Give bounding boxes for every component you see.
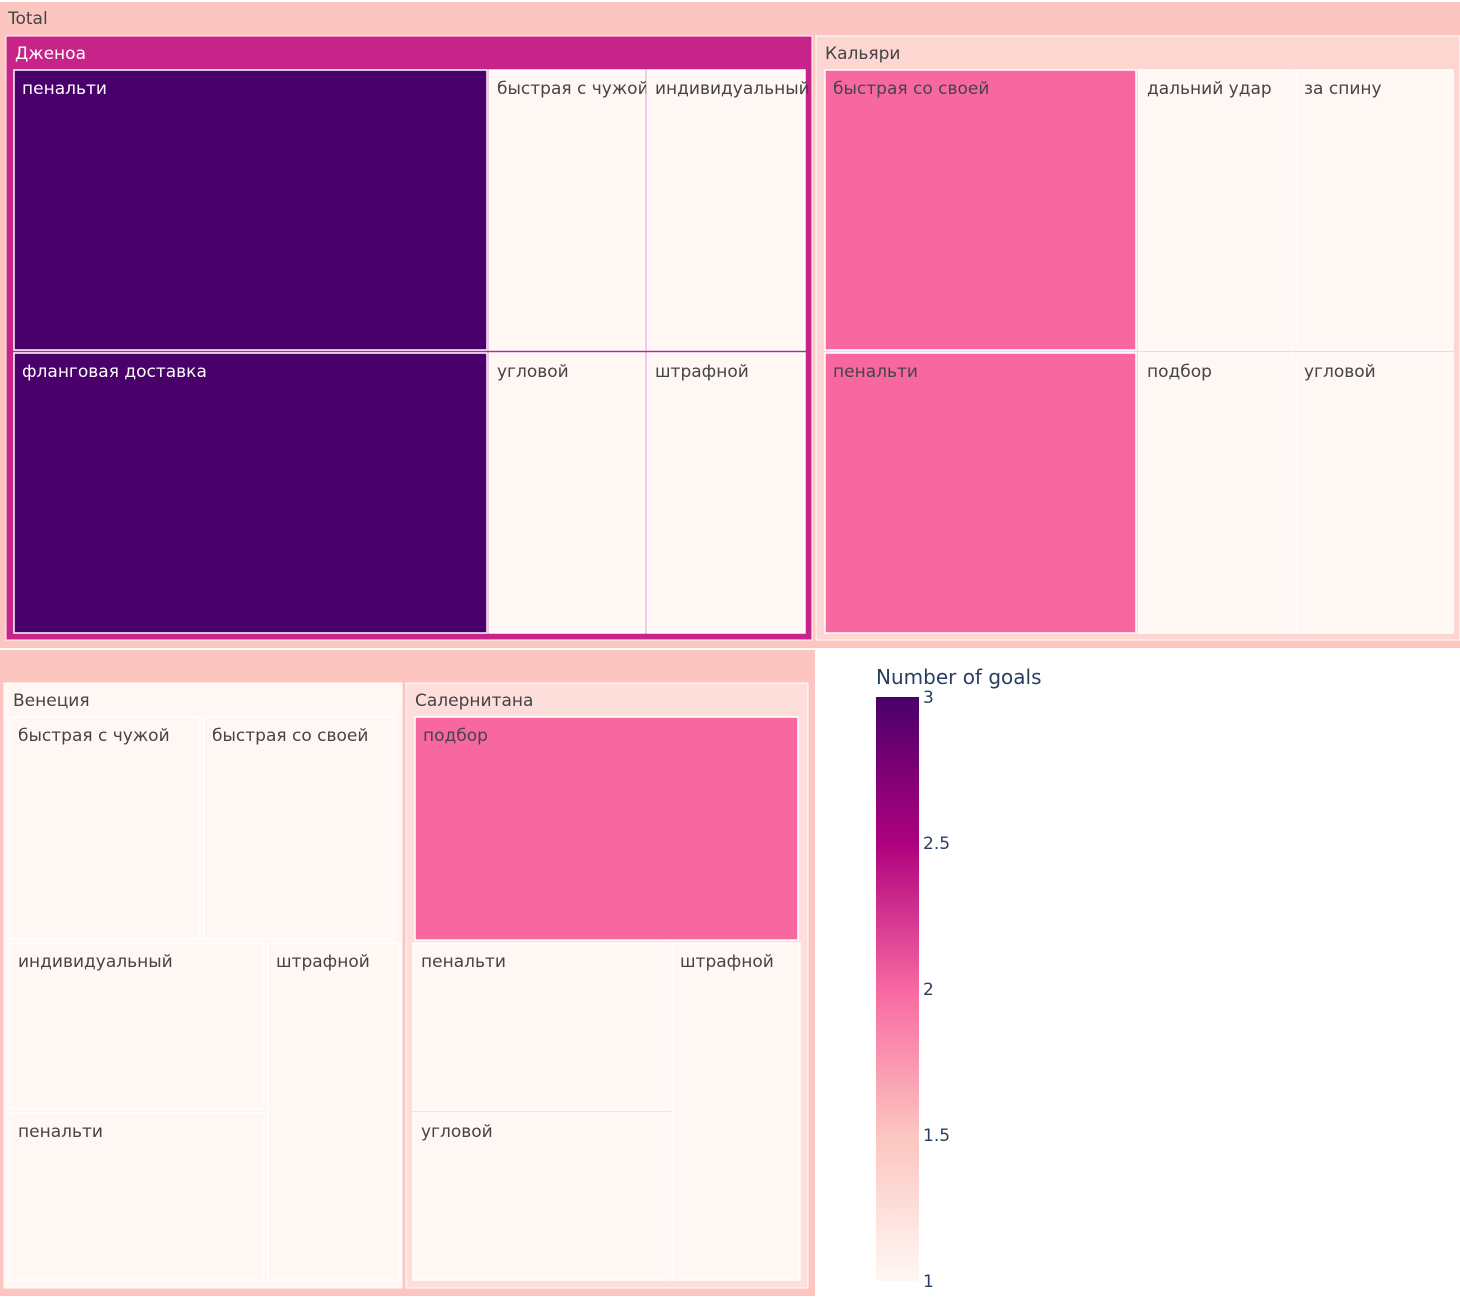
leaf-label: угловой <box>497 362 569 382</box>
treemap-leaf[interactable] <box>13 69 488 351</box>
leaf-label: штрафной <box>680 952 774 972</box>
treemap-leaf[interactable] <box>1138 69 1295 351</box>
leaf-label: фланговая доставка <box>22 362 207 382</box>
treemap-leaf[interactable] <box>646 352 806 634</box>
treemap-leaf[interactable] <box>488 69 646 351</box>
treemap-leaf[interactable] <box>646 69 806 351</box>
treemap-leaf[interactable] <box>9 716 201 940</box>
treemap-leaf[interactable] <box>203 716 395 940</box>
leaf-label: подбор <box>1147 362 1212 382</box>
colorbar-tick: 1.5 <box>923 1126 950 1146</box>
colorbar-tick: 3 <box>923 688 934 708</box>
treemap-leaf[interactable] <box>1295 69 1454 351</box>
leaf-label: угловой <box>1304 362 1376 382</box>
treemap-leaf[interactable] <box>267 942 401 1281</box>
group-label: Венеция <box>13 691 90 711</box>
leaf-label: штрафной <box>655 362 749 382</box>
treemap-leaf[interactable] <box>1295 352 1454 634</box>
leaf-label: за спину <box>1304 79 1382 99</box>
colorbar-tick: 2 <box>923 980 934 1000</box>
treemap-leaf[interactable] <box>9 1112 265 1281</box>
leaf-label: угловой <box>421 1122 493 1142</box>
colorbar-tick: 2.5 <box>923 834 950 854</box>
leaf-label: штрафной <box>276 952 370 972</box>
leaf-label: подбор <box>423 726 488 746</box>
leaf-label: дальний удар <box>1147 79 1272 99</box>
group-label: Кальяри <box>825 44 900 64</box>
treemap-leaf[interactable] <box>9 942 265 1110</box>
treemap-leaf[interactable] <box>1138 352 1295 634</box>
leaf-label: быстрая с чужой <box>497 79 649 99</box>
treemap-leaf[interactable] <box>412 1112 671 1281</box>
root-label: Total <box>7 9 48 29</box>
treemap-leaf[interactable] <box>412 942 671 1111</box>
leaf-label: пенальти <box>18 1122 103 1142</box>
treemap-leaf[interactable] <box>824 352 1137 634</box>
leaf-label: индивидуальный <box>18 952 173 972</box>
leaf-label: быстрая с чужой <box>18 726 170 746</box>
leaf-label: быстрая со своей <box>212 726 368 746</box>
leaf-label: пенальти <box>421 952 506 972</box>
treemap-leaf[interactable] <box>671 942 801 1281</box>
treemap-leaf[interactable] <box>13 352 488 634</box>
group-label: Дженоа <box>15 44 86 64</box>
colorbar-title: Number of goals <box>876 665 1042 689</box>
leaf-label: пенальти <box>833 362 918 382</box>
treemap-leaf[interactable] <box>824 69 1137 351</box>
colorbar <box>876 697 919 1281</box>
colorbar-tick: 1 <box>923 1272 934 1292</box>
leaf-label: индивидуальный <box>655 79 810 99</box>
leaf-label: быстрая со своей <box>833 79 989 99</box>
leaf-label: пенальти <box>22 79 107 99</box>
treemap-leaf[interactable] <box>414 716 799 941</box>
group-label: Салернитана <box>415 691 533 711</box>
treemap-leaf[interactable] <box>488 352 646 634</box>
